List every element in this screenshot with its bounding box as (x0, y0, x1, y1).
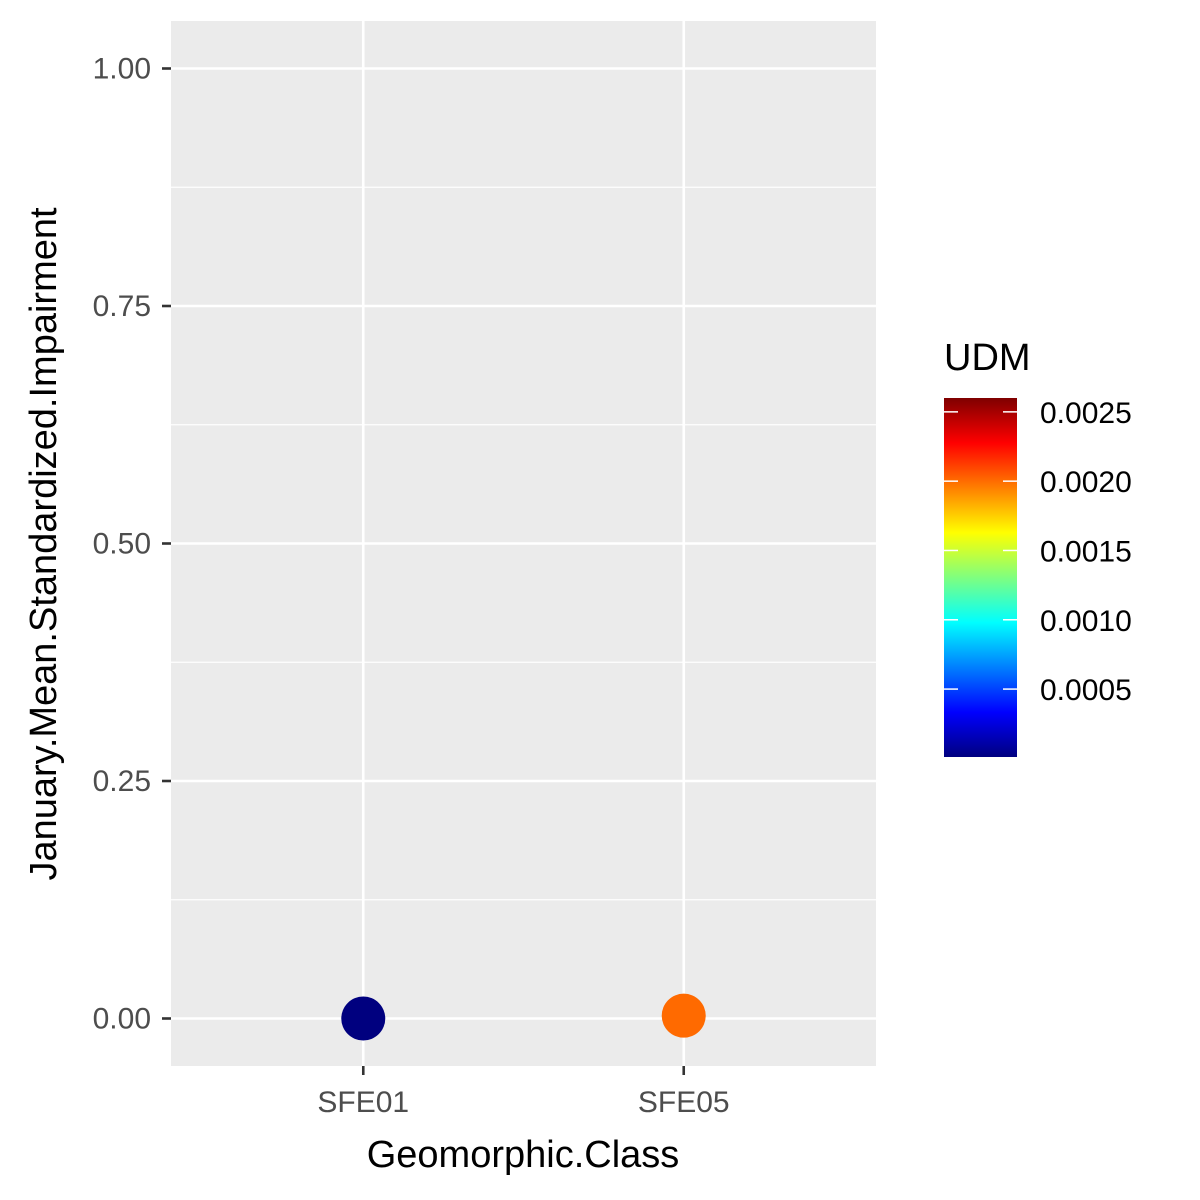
legend-colorbar (944, 398, 1017, 757)
x-axis-title: Geomorphic.Class (367, 1134, 680, 1176)
y-axis: 0.00 0.25 0.50 0.75 1.00 (93, 53, 171, 1036)
y-tick-label: 0.75 (93, 290, 151, 323)
legend-ticks: 0.0005 0.0010 0.0015 0.0020 0.0025 (944, 397, 1132, 707)
grid-minor (171, 186, 876, 901)
grid-major (171, 21, 876, 1066)
x-axis: SFE01 SFE05 (317, 1066, 730, 1119)
x-tick-label: SFE05 (638, 1086, 730, 1119)
y-tick-label: 0.25 (93, 765, 151, 798)
legend-tick-label: 0.0025 (1040, 397, 1132, 430)
legend-tick-label: 0.0005 (1040, 674, 1132, 707)
legend: UDM 0.0005 0.0010 0.0015 0.0020 0.0025 (944, 337, 1132, 757)
data-point (341, 996, 386, 1041)
y-axis-title: January.Mean.Standardized.Impairment (23, 207, 65, 881)
legend-tick-label: 0.0015 (1040, 535, 1132, 568)
y-tick-label: 1.00 (93, 53, 151, 86)
y-tick-label: 0.00 (93, 1003, 151, 1036)
x-tick-label: SFE01 (317, 1086, 409, 1119)
legend-tick-label: 0.0010 (1040, 605, 1132, 638)
data-points (341, 993, 706, 1041)
data-point (661, 993, 706, 1038)
y-tick-label: 0.50 (93, 528, 151, 561)
legend-tick-label: 0.0020 (1040, 466, 1132, 499)
legend-title: UDM (944, 337, 1031, 379)
